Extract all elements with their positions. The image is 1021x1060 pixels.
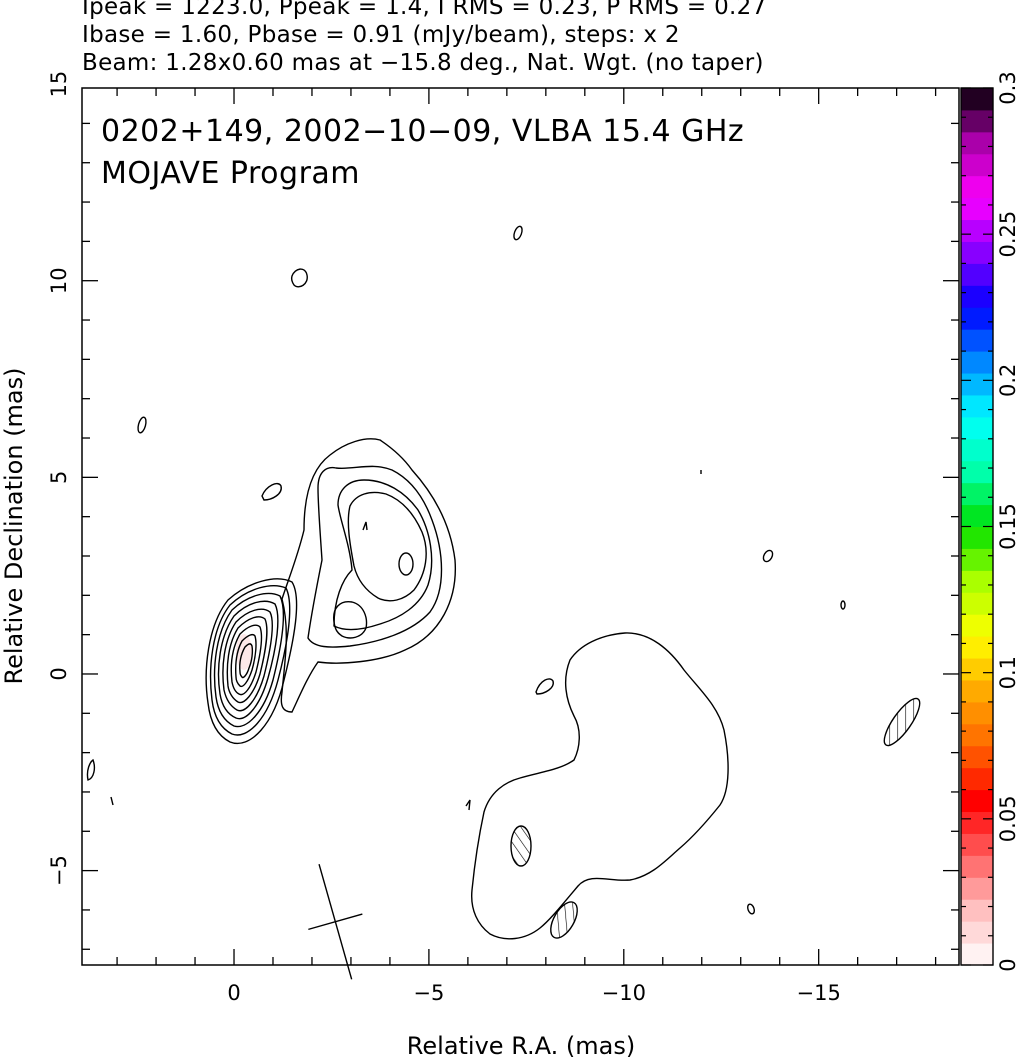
colorbar-tick-label: 0.15 <box>996 503 1020 550</box>
small-contour-1 <box>290 268 308 288</box>
southwest-diffuse-contour <box>471 632 729 940</box>
y-tick-labels: −5 0 5 10 15 <box>47 71 71 886</box>
colorbar-segment <box>961 921 993 944</box>
edge-contour-1 <box>86 758 96 781</box>
axis-ticks <box>82 88 959 965</box>
small-contour-2 <box>513 225 523 241</box>
jet-contour-2 <box>307 465 443 648</box>
colorbar-segment <box>961 109 993 133</box>
small-contour-4 <box>261 482 282 501</box>
edge-contour-2 <box>110 796 114 806</box>
colorbar-segment <box>961 877 993 900</box>
knot-b-contour <box>333 601 368 639</box>
header-base-line: Ibase = 1.60, Pbase = 0.91 (mJy/beam), s… <box>82 22 680 48</box>
colorbar-segment <box>961 767 993 791</box>
x-tick-label: −15 <box>797 981 841 1005</box>
colorbar-segment <box>961 723 993 747</box>
colorbar-segment <box>961 811 993 834</box>
colorbar-segment <box>961 614 993 637</box>
colorbar-segment <box>961 701 993 725</box>
small-contour-8 <box>535 678 554 695</box>
colorbar-segment <box>961 438 993 462</box>
colorbar <box>961 88 993 966</box>
small-contour-10 <box>747 903 755 915</box>
negative-contour-1 <box>510 825 532 867</box>
core-contours <box>205 578 298 745</box>
negative-contour-2 <box>550 901 578 939</box>
y-tick-label: 5 <box>47 471 71 484</box>
colorbar-segment <box>961 855 993 878</box>
beam-marker <box>308 863 363 980</box>
header-peak-line: Ipeak = 1223.0, Ppeak = 1.4, I RMS = 0.2… <box>82 0 767 20</box>
colorbar-tick-label: 0 <box>996 958 1020 971</box>
jet-contour-4 <box>347 491 427 602</box>
source-annotation: 0202+149, 2002−10−09, VLBA 15.4 GHz <box>101 114 744 149</box>
colorbar-segment <box>961 329 993 352</box>
jet-outer-contour <box>280 438 457 713</box>
plot-frame <box>81 87 960 966</box>
small-contour-3 <box>137 416 147 434</box>
colorbar-segment <box>961 548 993 571</box>
x-tick-label: −10 <box>602 981 646 1005</box>
colorbar-segment <box>961 658 993 681</box>
program-annotation: MOJAVE Program <box>101 156 360 191</box>
knot-a-contour <box>398 552 414 576</box>
colorbar-segment <box>961 307 993 330</box>
header-beam-line: Beam: 1.28x0.60 mas at −15.8 deg., Nat. … <box>82 50 764 76</box>
colorbar-segment <box>961 789 993 813</box>
colorbar-tick-label: 0.3 <box>996 71 1020 104</box>
colorbar-segment <box>961 351 993 374</box>
colorbar-segment <box>961 679 993 703</box>
colorbar-segment <box>961 504 993 527</box>
colorbar-ticks: 0 0.05 0.1 0.15 0.2 0.25 0.3 <box>961 71 1020 972</box>
small-contour-9 <box>465 799 471 811</box>
y-tick-label: −5 <box>47 855 71 886</box>
colorbar-segment <box>961 416 993 440</box>
colorbar-segment <box>961 219 993 242</box>
colorbar-segment <box>961 263 993 286</box>
y-axis-title: Relative Declination (mas) <box>0 367 28 684</box>
colorbar-tick-label: 0.25 <box>996 211 1020 258</box>
y-tick-label: 15 <box>47 71 71 98</box>
colorbar-segment <box>961 394 993 418</box>
colorbar-segment <box>961 592 993 615</box>
beam-minor-axis <box>308 913 363 931</box>
colorbar-segment <box>961 899 993 922</box>
colorbar-segment <box>961 153 993 177</box>
colorbar-segment <box>961 88 993 111</box>
colorbar-tick-label: 0.05 <box>996 795 1020 842</box>
colorbar-segment <box>961 131 993 155</box>
small-contour-7 <box>840 600 846 610</box>
knot-small-contour <box>362 521 368 531</box>
y-tick-label: 0 <box>47 667 71 680</box>
colorbar-segment <box>961 943 993 966</box>
colorbar-segment <box>961 175 993 199</box>
contour-lines <box>86 225 921 940</box>
colorbar-segment <box>961 570 993 593</box>
colorbar-tick-label: 0.1 <box>996 656 1020 689</box>
colorbar-tick-label: 0.2 <box>996 364 1020 397</box>
colorbar-segment <box>961 241 993 264</box>
y-tick-label: 10 <box>47 267 71 294</box>
colorbar-segment <box>961 526 993 549</box>
x-tick-labels: 0 −5 −10 −15 <box>227 981 841 1005</box>
x-tick-label: 0 <box>227 981 240 1005</box>
colorbar-segment <box>961 636 993 659</box>
x-tick-label: −5 <box>413 981 444 1005</box>
colorbar-segment <box>961 373 993 396</box>
colorbar-segment <box>961 285 993 308</box>
colorbar-segment <box>961 460 993 484</box>
colorbar-segment <box>961 745 993 769</box>
jet-contour-3 <box>333 479 433 631</box>
colorbar-segment <box>961 482 993 506</box>
negative-contour-3 <box>883 697 921 747</box>
colorbar-segment <box>961 197 993 221</box>
x-axis-title: Relative R.A. (mas) <box>407 1032 635 1060</box>
small-contour-6 <box>762 549 774 563</box>
colorbar-segment <box>961 833 993 856</box>
